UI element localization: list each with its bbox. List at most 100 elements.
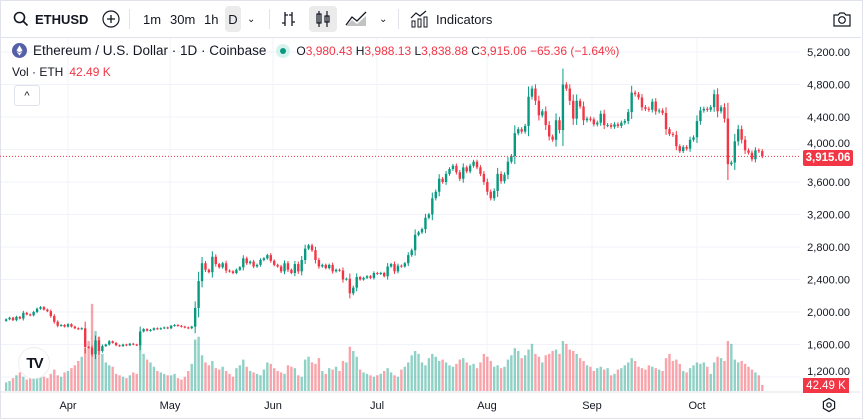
volume-bar	[682, 371, 685, 391]
candle-body	[207, 269, 211, 273]
volume-bar	[362, 372, 365, 391]
candle-body	[599, 113, 602, 123]
volume-bar	[486, 356, 489, 391]
volume-bar	[719, 358, 723, 391]
candles-style-button[interactable]	[309, 6, 337, 32]
candle-body	[180, 325, 183, 327]
candle-body	[520, 129, 523, 132]
volume-bar	[489, 361, 492, 391]
candle-body	[66, 324, 70, 327]
volume-bar	[204, 362, 207, 391]
candle-body	[314, 250, 317, 260]
volume-bar	[492, 366, 496, 391]
volume-bar	[565, 343, 568, 391]
interval-d[interactable]: D	[225, 6, 241, 32]
candle-body	[462, 167, 465, 179]
volume-bar	[365, 373, 369, 391]
interval-label: 30m	[170, 11, 196, 27]
volume-bar	[627, 362, 630, 391]
volume-bar	[262, 369, 266, 391]
bars-style-button[interactable]	[281, 1, 297, 37]
volume-bar	[187, 371, 190, 391]
candle-body	[410, 250, 413, 256]
interval-dropdown[interactable]: ⌄	[247, 1, 255, 37]
volume-bar	[128, 375, 132, 391]
volume-bar	[458, 359, 462, 391]
volume-bar	[228, 373, 231, 391]
volume-bar	[352, 351, 355, 391]
volume-bar	[53, 369, 56, 391]
candle-body	[640, 97, 644, 108]
chart-legend: Ethereum / U.S. Dollar · 1D · Coinbase O…	[12, 43, 619, 58]
candle-body	[451, 165, 455, 169]
volume-bar	[517, 351, 520, 391]
time-tick-label: Sep	[582, 400, 602, 412]
volume-bar	[743, 363, 747, 391]
candle-body	[221, 263, 224, 268]
volume-bar	[273, 368, 276, 391]
volume-bar	[578, 358, 582, 391]
compare-button[interactable]	[102, 1, 120, 37]
volume-bar	[437, 361, 441, 391]
volume-bar	[176, 378, 180, 391]
candle-body	[609, 125, 613, 127]
price-tick-label: 1,600.00	[807, 340, 850, 352]
collapse-legend-button[interactable]: ^	[14, 85, 40, 106]
volume-bar	[455, 363, 458, 391]
candle-body	[482, 173, 486, 182]
volume-bar	[297, 375, 300, 391]
volume-bar	[688, 368, 692, 391]
candle-body	[42, 307, 46, 310]
candle-body	[513, 133, 517, 156]
tradingview-logo[interactable]: TV	[18, 347, 50, 379]
volume-bar	[266, 362, 269, 391]
volume-bar	[616, 369, 620, 391]
symbol-search[interactable]: ETHUSD	[13, 1, 88, 37]
volume-bar	[118, 375, 121, 391]
volume-bar	[108, 365, 111, 391]
chart-type-dropdown[interactable]: ⌄	[379, 1, 387, 37]
volume-bar	[407, 362, 410, 391]
candle-body	[104, 344, 108, 347]
candle-body	[589, 118, 592, 120]
volume-bar	[218, 369, 221, 391]
volume-bar	[11, 378, 15, 391]
volume-legend: Vol · ETH 42.49 K	[12, 65, 111, 79]
interval-30m[interactable]: 30m	[170, 1, 195, 37]
indicators-button[interactable]: Indicators	[410, 1, 492, 37]
area-style-button[interactable]	[345, 1, 367, 37]
volume-bar	[125, 378, 128, 391]
candle-body	[592, 119, 596, 125]
volume-bar	[331, 369, 334, 391]
candle-body	[231, 271, 235, 273]
candle-body	[173, 325, 176, 326]
candle-body	[523, 125, 527, 132]
interval-1m[interactable]: 1m	[143, 1, 161, 37]
candle-body	[166, 327, 169, 329]
candle-body	[28, 314, 32, 316]
candle-body	[238, 267, 242, 270]
snapshot-button[interactable]	[833, 1, 851, 37]
volume-bar	[695, 362, 699, 391]
candle-body	[644, 107, 647, 109]
volume-bar	[190, 363, 193, 391]
candle-body	[503, 174, 506, 182]
candle-body	[87, 346, 90, 348]
volume-bar	[355, 356, 358, 391]
volume-bar	[152, 366, 156, 391]
volume-bar	[283, 373, 286, 391]
interval-1h[interactable]: 1h	[204, 1, 218, 37]
candle-body	[22, 312, 25, 319]
candles	[4, 68, 764, 360]
settings-icon[interactable]	[821, 397, 837, 413]
candle-body	[204, 263, 207, 270]
candle-body	[688, 139, 692, 149]
candle-body	[444, 173, 448, 182]
candle-body	[647, 108, 651, 110]
candle-body	[283, 263, 286, 272]
interval-label: D	[228, 11, 238, 27]
volume-bar	[661, 371, 664, 391]
candle-body	[596, 122, 599, 125]
volume-bar	[104, 362, 108, 391]
